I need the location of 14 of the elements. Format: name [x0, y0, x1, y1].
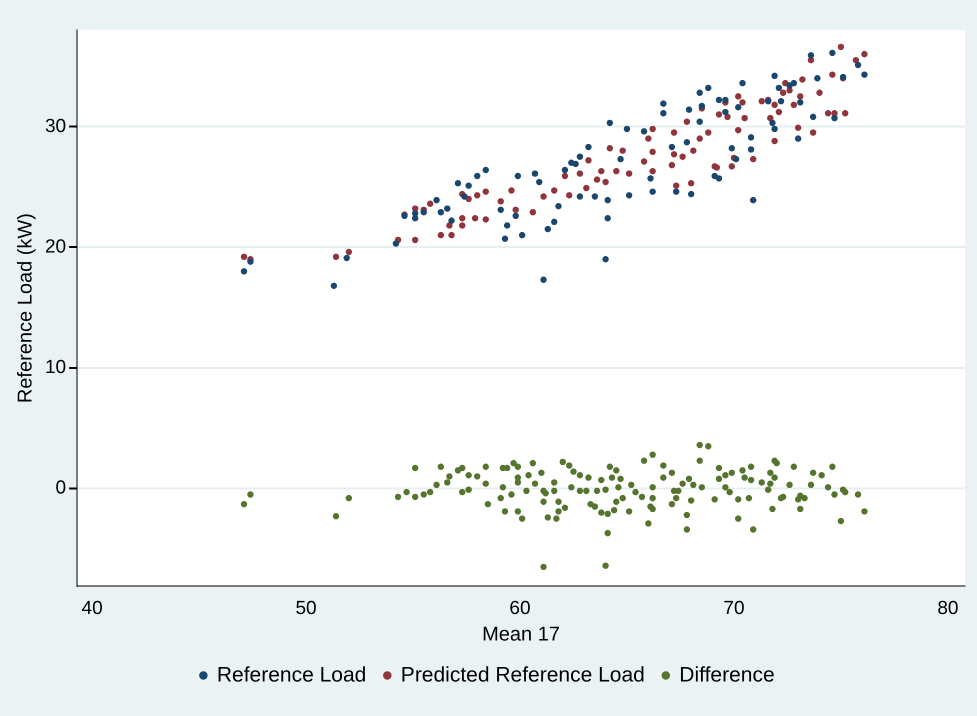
legend-label: Reference Load: [216, 663, 366, 686]
y-tick-label: 10: [44, 357, 66, 378]
y-axis-title: Reference Load (kW): [14, 213, 37, 404]
y-tick-label: 30: [44, 116, 66, 137]
x-tick-label: 40: [82, 598, 103, 619]
x-tick-label: 70: [723, 598, 745, 619]
y-tick-label: 0: [56, 478, 66, 499]
x-tick-label: 60: [509, 598, 531, 619]
legend-label: Predicted Reference Load: [400, 663, 645, 686]
x-axis-title: Mean 17: [482, 624, 560, 646]
x-tick-label: 80: [937, 598, 958, 619]
legend-label: Difference: [679, 663, 775, 686]
y-tick-label: 20: [44, 236, 66, 258]
x-tick-label: 50: [295, 598, 317, 619]
